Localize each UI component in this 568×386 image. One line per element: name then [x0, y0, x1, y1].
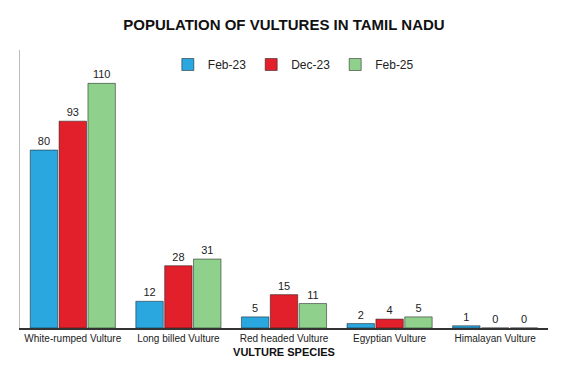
svg-text:110: 110 — [93, 68, 111, 80]
svg-text:0: 0 — [492, 313, 498, 325]
svg-text:0: 0 — [521, 313, 527, 325]
svg-text:28: 28 — [172, 251, 184, 263]
svg-text:Feb-23: Feb-23 — [208, 58, 246, 72]
svg-text:5: 5 — [252, 302, 258, 314]
svg-text:Feb-25: Feb-25 — [375, 58, 413, 72]
svg-text:POPULATION OF VULTURES IN TAMI: POPULATION OF VULTURES IN TAMIL NADU — [123, 16, 444, 33]
svg-text:White-rumped Vulture: White-rumped Vulture — [24, 333, 121, 344]
svg-text:Dec-23: Dec-23 — [291, 58, 330, 72]
svg-text:11: 11 — [307, 289, 318, 301]
svg-text:5: 5 — [415, 302, 421, 314]
svg-text:15: 15 — [278, 280, 290, 292]
svg-text:80: 80 — [38, 135, 50, 147]
svg-text:Red headed Vulture: Red headed Vulture — [240, 333, 329, 344]
svg-text:12: 12 — [143, 286, 155, 298]
svg-text:1: 1 — [463, 311, 469, 323]
svg-text:4: 4 — [387, 304, 393, 316]
svg-text:VULTURE SPECIES: VULTURE SPECIES — [233, 346, 335, 358]
svg-text:Himalayan Vulture: Himalayan Vulture — [455, 333, 537, 344]
svg-text:Long billed Vulture: Long billed Vulture — [137, 333, 220, 344]
svg-text:Egyptian Vulture: Egyptian Vulture — [353, 333, 426, 344]
svg-text:31: 31 — [201, 244, 213, 256]
svg-text:93: 93 — [67, 106, 79, 118]
svg-text:2: 2 — [358, 309, 364, 321]
